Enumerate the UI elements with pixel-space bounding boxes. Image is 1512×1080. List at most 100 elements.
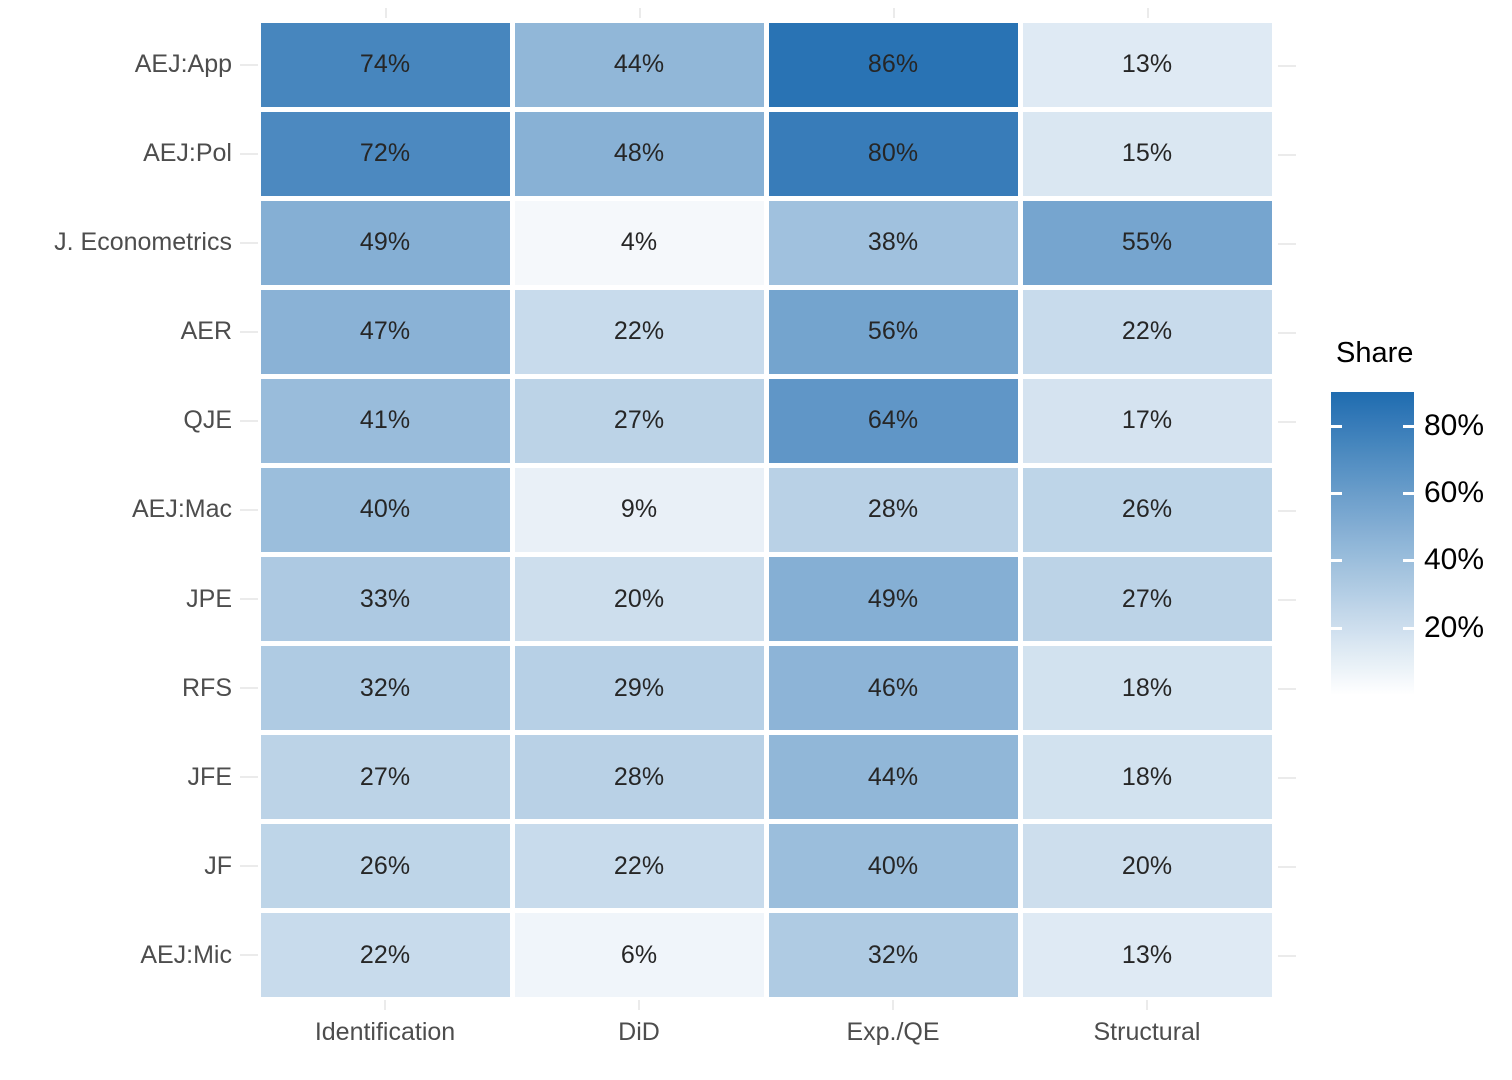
y-axis-tick: AEJ:App: [0, 20, 258, 109]
heatmap-cell-label: 38%: [867, 228, 919, 257]
heatmap-cell: 49%: [260, 200, 510, 285]
heatmap-cell-label: 20%: [613, 584, 665, 613]
heatmap-cell: 44%: [768, 735, 1018, 820]
heatmap-cell-label: 56%: [867, 317, 919, 346]
heatmap-cell: 32%: [260, 646, 510, 731]
y-axis-tick-label: J. Econometrics: [54, 228, 232, 257]
legend-tick-mark: [1403, 559, 1414, 563]
heatmap-cell-label: 49%: [867, 584, 919, 613]
y-axis-tick-mark-right: [1278, 777, 1296, 780]
heatmap-cell-label: 13%: [1121, 50, 1173, 79]
heatmap-cell: 22%: [1022, 289, 1272, 374]
y-axis-tick-mark-right: [1278, 688, 1296, 691]
heatmap-cell: 55%: [1022, 200, 1272, 285]
heatmap-cell-label: 28%: [867, 495, 919, 524]
heatmap-cell: 29%: [514, 646, 764, 731]
legend-tick-label: 40%: [1424, 543, 1485, 577]
heatmap-cell-label: 17%: [1121, 406, 1173, 435]
heatmap-cell-label: 20%: [1121, 851, 1173, 880]
y-axis-tick: JF: [0, 822, 258, 911]
heatmap-cell: 28%: [768, 467, 1018, 553]
y-axis-tick-mark: [240, 152, 258, 155]
legend-tick-mark: [1331, 559, 1342, 563]
heatmap-cell: 33%: [260, 557, 510, 642]
y-axis-tick-label: QJE: [183, 406, 232, 435]
heatmap-cell-label: 18%: [1121, 762, 1173, 791]
heatmap-cell: 44%: [514, 22, 764, 107]
y-axis-tick-mark: [240, 598, 258, 601]
heatmap-cell-label: 55%: [1121, 228, 1173, 257]
heatmap-cell-label: 32%: [359, 673, 411, 702]
y-axis-tick: J. Econometrics: [0, 198, 258, 287]
y-axis-tick: JPE: [0, 555, 258, 644]
y-axis-tick-label: RFS: [182, 673, 232, 702]
heatmap-cell: 27%: [514, 378, 764, 463]
x-axis-tick: Exp./QE: [766, 1000, 1020, 1045]
y-axis-tick-label: AEJ:Mac: [131, 495, 232, 524]
heatmap-panel: 74% 44% 86% 13% 72% 48% 80% 15% 49% 4% 38% 55% 47% 22…: [258, 20, 1274, 1000]
y-axis-tick-mark-right: [1278, 64, 1296, 67]
y-axis-tick-label: JF: [204, 851, 232, 880]
legend-tick-mark: [1331, 424, 1342, 428]
heatmap-cell: 17%: [1022, 378, 1272, 463]
heatmap-cell: 56%: [768, 289, 1018, 374]
heatmap-cell-label: 64%: [867, 406, 919, 435]
heatmap-cell: 6%: [514, 913, 764, 998]
heatmap-cell-label: 74%: [359, 50, 411, 79]
x-axis-tick-mark-top: [385, 8, 387, 18]
legend: Share 80% 60% 40% 20%: [1320, 335, 1512, 715]
y-axis-tick-mark-right: [1278, 510, 1296, 512]
heatmap-cell-label: 72%: [359, 139, 411, 168]
y-axis-tick-label: JPE: [186, 584, 232, 613]
legend-tick-mark: [1403, 492, 1414, 495]
y-axis-tick: AEJ:Pol: [0, 109, 258, 198]
heatmap-cell: 22%: [514, 289, 764, 374]
heatmap-cell: 18%: [1022, 735, 1272, 820]
heatmap-cell-label: 40%: [359, 495, 411, 524]
heatmap-cell-label: 27%: [613, 406, 665, 435]
heatmap-cell-label: 86%: [867, 50, 919, 79]
y-axis-tick-mark: [240, 954, 258, 957]
y-axis-tick-mark: [240, 419, 258, 422]
heatmap-cell-label: 27%: [359, 762, 411, 791]
heatmap-cell-label: 41%: [359, 406, 411, 435]
x-axis-tick-mark: [1146, 1000, 1148, 1010]
legend-tick-mark: [1331, 492, 1342, 495]
heatmap-cell: 80%: [768, 111, 1018, 196]
x-axis-tick-label: Identification: [314, 1018, 456, 1046]
heatmap-cell-label: 40%: [867, 851, 919, 880]
heatmap-cell: 48%: [514, 111, 764, 196]
y-axis-tick: JFE: [0, 733, 258, 822]
heatmap-cell: 38%: [768, 200, 1018, 285]
y-axis-tick: AER: [0, 287, 258, 376]
heatmap-cell: 49%: [768, 557, 1018, 642]
heatmap-cell-label: 13%: [1121, 940, 1173, 969]
legend-title: Share: [1336, 337, 1414, 369]
heatmap-cell-label: 4%: [620, 228, 658, 257]
heatmap-cell-label: 80%: [867, 139, 919, 168]
heatmap-cell: 13%: [1022, 913, 1272, 998]
heatmap-cell-label: 22%: [359, 940, 411, 969]
heatmap-cell: 28%: [514, 735, 764, 820]
y-axis-tick-mark-right: [1278, 331, 1296, 334]
heatmap-cell: 41%: [260, 378, 510, 463]
heatmap-cell: 26%: [260, 824, 510, 909]
heatmap-cell: 86%: [768, 22, 1018, 107]
x-axis-tick-label: Structural: [1093, 1018, 1201, 1046]
heatmap-cell-label: 44%: [613, 50, 665, 79]
heatmap-cell: 64%: [768, 378, 1018, 463]
heatmap-cell: 4%: [514, 200, 764, 285]
heatmap-cell-label: 47%: [359, 317, 411, 346]
y-axis-tick: AEJ:Mic: [0, 911, 258, 1000]
heatmap-cell-label: 6%: [620, 940, 658, 969]
heatmap-cell-label: 18%: [1121, 673, 1173, 702]
y-axis-tick-label: AEJ:Mic: [140, 940, 232, 969]
heatmap-cell: 72%: [260, 111, 510, 196]
x-axis-tick: Identification: [258, 1000, 512, 1045]
heatmap-cell-label: 27%: [1121, 584, 1173, 613]
legend-tick-mark: [1403, 626, 1414, 630]
y-axis-tick: QJE: [0, 376, 258, 465]
heatmap-cell: 18%: [1022, 646, 1272, 731]
legend-tick-mark: [1331, 626, 1342, 630]
